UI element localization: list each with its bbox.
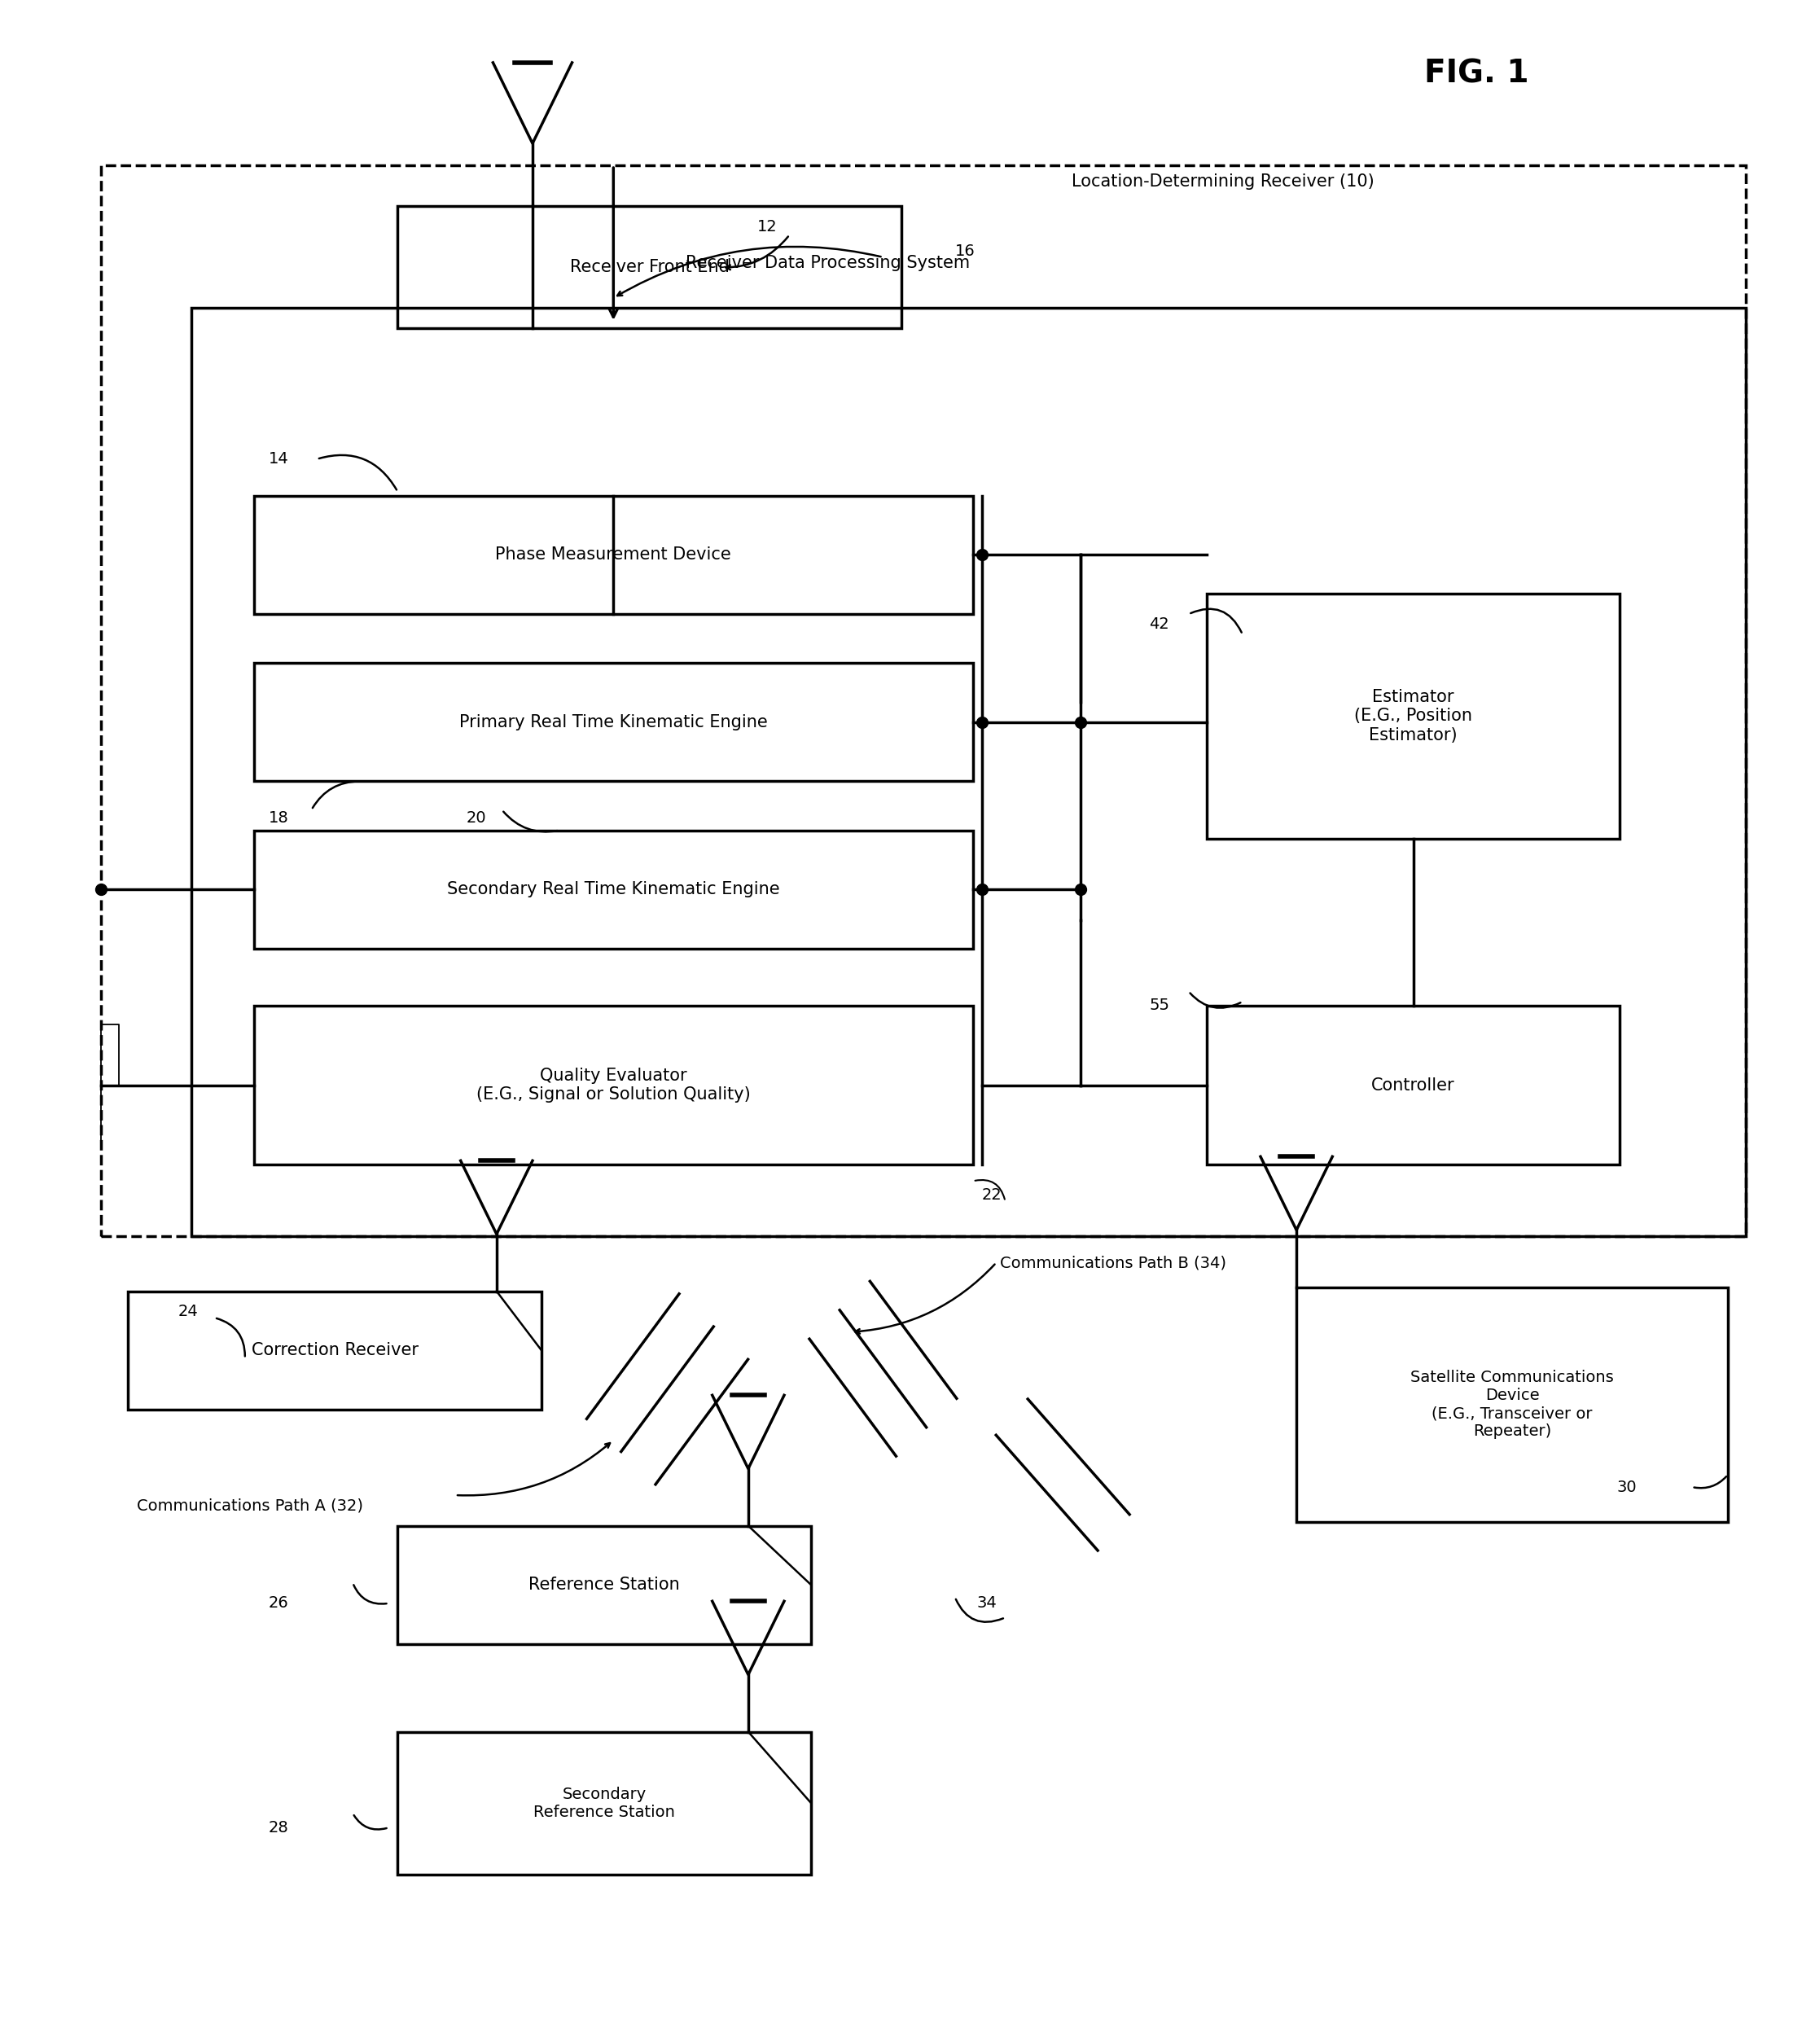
Text: 20: 20 [467, 809, 487, 826]
Text: 55: 55 [1150, 997, 1169, 1014]
Text: 18: 18 [268, 809, 288, 826]
Text: 16: 16 [955, 243, 975, 260]
Bar [398, 1731, 811, 1874]
Bar [254, 497, 973, 613]
Bar [101, 166, 1746, 1237]
Bar [191, 309, 1746, 1237]
Bar [1207, 1006, 1620, 1165]
Text: Estimator
(E.G., Position
Estimator): Estimator (E.G., Position Estimator) [1355, 689, 1472, 744]
Text: Satellite Communications
Device
(E.G., Transceiver or
Repeater): Satellite Communications Device (E.G., T… [1411, 1369, 1615, 1439]
Bar [254, 662, 973, 781]
Bar [254, 830, 973, 948]
Bar [254, 1006, 973, 1165]
Text: 28: 28 [268, 1819, 288, 1836]
Text: Location-Determining Receiver (10): Location-Determining Receiver (10) [1072, 174, 1375, 190]
Text: Phase Measurement Device: Phase Measurement Device [496, 548, 732, 562]
Bar [1207, 593, 1620, 838]
Text: 34: 34 [977, 1596, 997, 1611]
Text: 42: 42 [1150, 617, 1169, 632]
Text: Secondary Real Time Kinematic Engine: Secondary Real Time Kinematic Engine [447, 881, 780, 897]
Text: Primary Real Time Kinematic Engine: Primary Real Time Kinematic Engine [460, 713, 768, 730]
Text: FIG. 1: FIG. 1 [1424, 57, 1528, 90]
Text: Secondary
Reference Station: Secondary Reference Station [533, 1786, 676, 1819]
Text: Reference Station: Reference Station [528, 1576, 679, 1592]
Text: 22: 22 [982, 1188, 1002, 1204]
Text: 14: 14 [268, 452, 288, 466]
Text: 12: 12 [757, 219, 777, 235]
Text: 24: 24 [178, 1304, 198, 1318]
Bar [398, 206, 901, 329]
Text: Receiver Front End: Receiver Front End [569, 260, 730, 276]
Text: Correction Receiver: Correction Receiver [250, 1343, 418, 1359]
Bar [1296, 1288, 1728, 1521]
Bar [398, 1525, 811, 1643]
Text: Communications Path B (34): Communications Path B (34) [1000, 1255, 1225, 1271]
Text: Receiver Data Processing System: Receiver Data Processing System [685, 256, 969, 272]
Text: Quality Evaluator
(E.G., Signal or Solution Quality): Quality Evaluator (E.G., Signal or Solut… [476, 1067, 750, 1104]
Text: Communications Path A (32): Communications Path A (32) [137, 1498, 364, 1513]
Bar [128, 1292, 542, 1410]
Text: 30: 30 [1616, 1480, 1636, 1494]
Text: 26: 26 [268, 1596, 288, 1611]
Text: Controller: Controller [1371, 1077, 1454, 1094]
